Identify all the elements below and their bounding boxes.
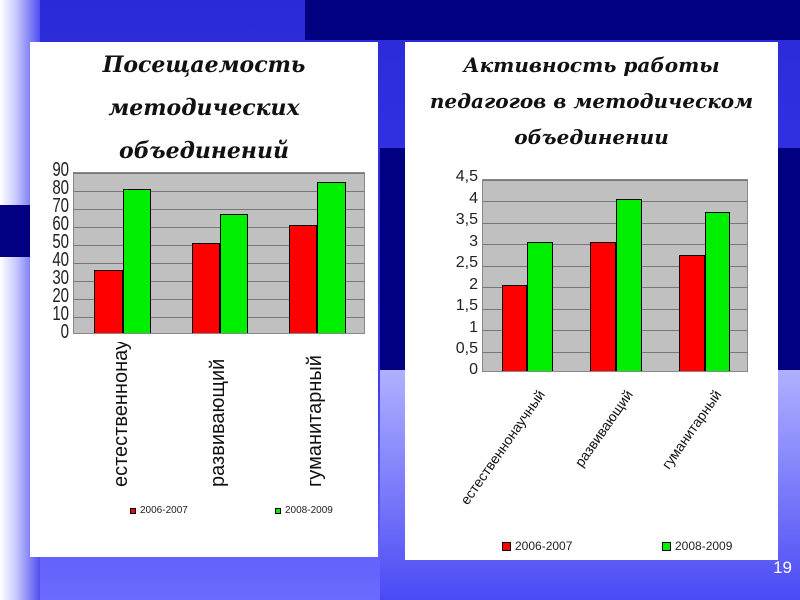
gridline xyxy=(483,201,747,203)
legend-swatch-icon xyxy=(275,507,281,514)
bar-2008-2009 xyxy=(220,214,249,333)
chart-activity: Активность работы педагогов в методическ… xyxy=(405,42,778,560)
legend-label: 2006-2007 xyxy=(140,505,188,516)
legend-item: 2006-2007 xyxy=(502,539,572,553)
gridline xyxy=(74,209,364,210)
legend-item: 2008-2009 xyxy=(662,539,732,553)
bar-2008-2009 xyxy=(527,242,554,371)
bar-2006-2007 xyxy=(590,242,616,371)
slide-number: 19 xyxy=(773,558,792,577)
y-tick-label: 1,5 xyxy=(455,297,478,315)
bar-2008-2009 xyxy=(616,199,642,371)
y-tick-label: 0 xyxy=(469,361,478,379)
bar-2006-2007 xyxy=(678,255,705,371)
title-line: методических xyxy=(108,95,300,121)
y-tick-label: 50 xyxy=(52,231,69,253)
chart-title: Активность работы педагогов в методическ… xyxy=(405,47,778,155)
title-line: Посещаемость xyxy=(102,52,306,78)
y-tick-label: 20 xyxy=(52,285,69,307)
y-tick-label: 0 xyxy=(60,321,69,343)
legend-swatch-icon xyxy=(130,507,136,514)
category-label-clip: естественнонаучный xyxy=(92,342,152,487)
legend-swatch-icon xyxy=(502,541,511,551)
title-line: педагогов в методическом xyxy=(429,89,754,113)
y-tick-label: 1 xyxy=(469,318,478,336)
y-tick-label: 3 xyxy=(469,232,478,250)
bar-2006-2007 xyxy=(289,225,318,333)
category-label: развивающий xyxy=(571,387,637,470)
bar-2006-2007 xyxy=(501,285,528,371)
category-label: развивающий xyxy=(207,358,229,487)
gridline xyxy=(74,173,364,174)
legend-label: 2008-2009 xyxy=(285,505,333,516)
chart-title: Посещаемость методических объединений xyxy=(30,44,378,173)
title-line: Активность работы xyxy=(463,53,720,77)
y-tick-label: 30 xyxy=(52,267,69,289)
bar-2008-2009 xyxy=(122,189,151,333)
category-label: естественнонаучный xyxy=(109,342,132,487)
gridline xyxy=(74,227,364,228)
slide-background-top xyxy=(305,0,800,40)
gridline xyxy=(74,191,364,192)
gridline xyxy=(483,180,747,181)
category-label: гуманитарный xyxy=(658,387,725,472)
title-line: объединении xyxy=(514,125,669,149)
slide-background-band-left xyxy=(0,205,30,257)
legend-label: 2008-2009 xyxy=(675,539,733,553)
y-tick-label: 4 xyxy=(469,189,478,207)
bar-2008-2009 xyxy=(704,212,731,371)
y-tick-label: 60 xyxy=(52,213,69,235)
category-label-clip: развивающий xyxy=(189,342,249,487)
y-tick-label: 0,5 xyxy=(455,339,478,357)
category-label: естественнонаучный xyxy=(456,387,548,508)
legend-label: 2006-2007 xyxy=(515,539,573,553)
category-label-clip: гуманитарный xyxy=(286,342,346,487)
bar-2008-2009 xyxy=(317,181,346,333)
title-line: объединений xyxy=(119,138,289,164)
bar-2006-2007 xyxy=(191,243,220,333)
legend-item: 2008-2009 xyxy=(275,505,333,516)
y-tick-label: 90 xyxy=(52,159,69,181)
plot-area xyxy=(73,172,365,334)
y-tick-label: 2 xyxy=(469,275,478,293)
y-tick-label: 40 xyxy=(52,249,69,271)
legend-swatch-icon xyxy=(662,541,671,551)
y-tick-label: 70 xyxy=(52,195,69,217)
category-label: гуманитарный xyxy=(304,355,327,487)
plot-area xyxy=(482,179,748,372)
y-tick-label: 4,5 xyxy=(455,168,478,186)
legend-item: 2006-2007 xyxy=(130,505,188,516)
bar-2006-2007 xyxy=(94,270,123,333)
y-tick-label: 3,5 xyxy=(455,211,478,229)
y-tick-label: 80 xyxy=(52,177,69,199)
y-tick-label: 2,5 xyxy=(455,254,478,272)
gridline xyxy=(483,222,747,224)
y-tick-label: 10 xyxy=(52,303,69,325)
